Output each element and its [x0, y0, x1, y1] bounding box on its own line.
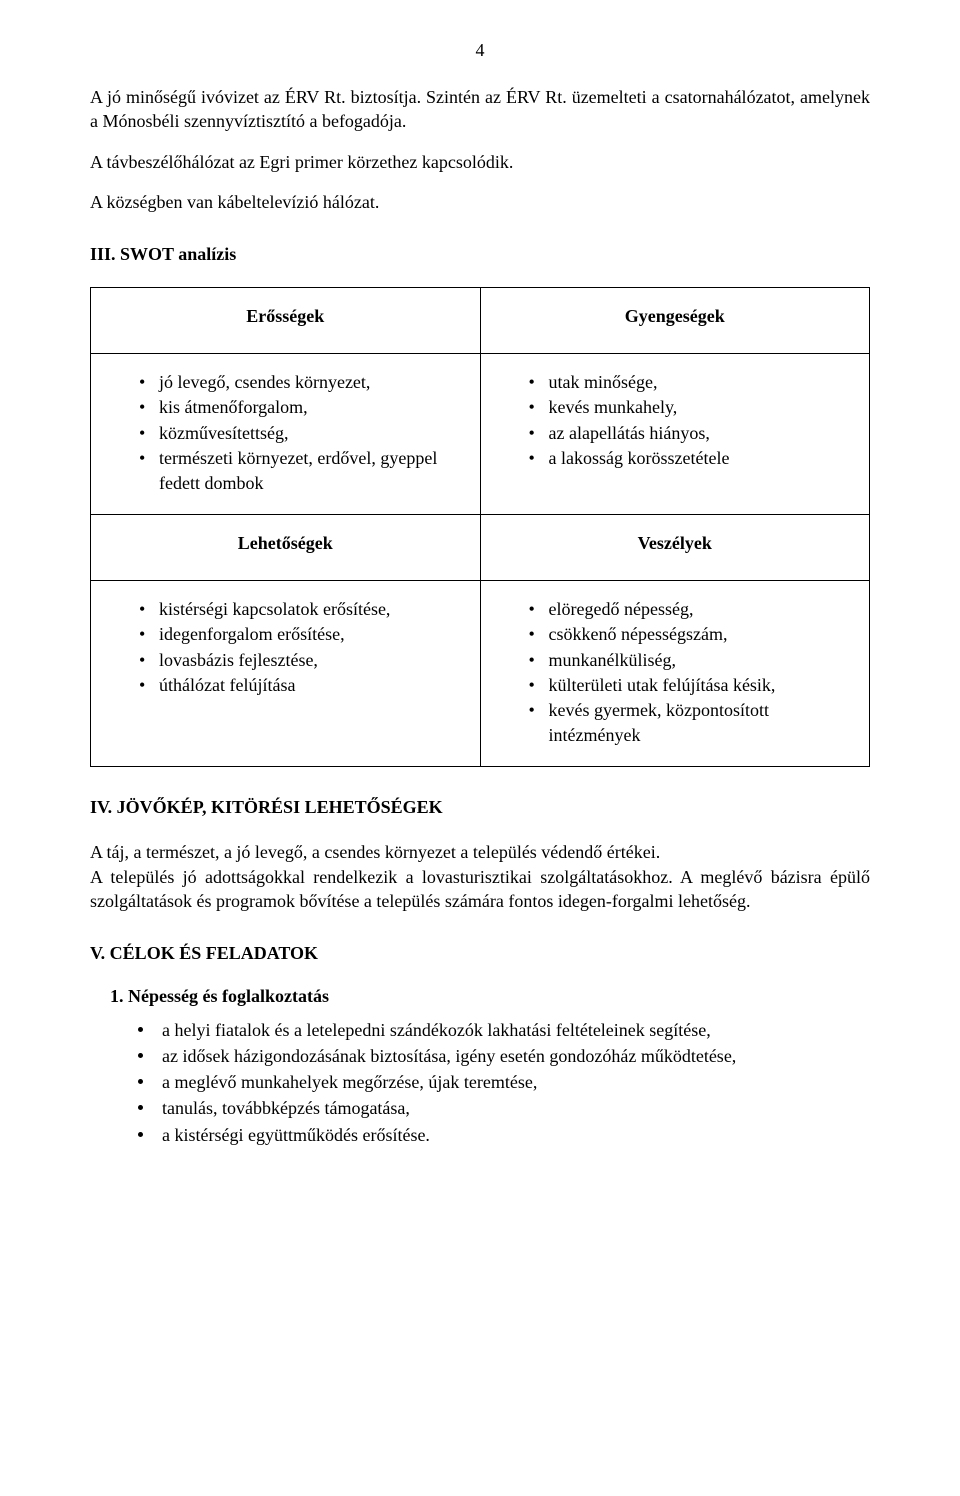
- list-item: tanulás, továbbképzés támogatása,: [138, 1095, 870, 1121]
- swot-table: Erősségek Gyengeségek jó levegő, csendes…: [90, 287, 870, 767]
- list-item: jó levegő, csendes környezet,: [139, 370, 466, 395]
- list-item: lovasbázis fejlesztése,: [139, 648, 466, 673]
- list-item: természeti környezet, erdővel, gyeppel f…: [139, 446, 466, 496]
- list-item: úthálózat felújítása: [139, 673, 466, 698]
- list-item: kistérségi kapcsolatok erősítése,: [139, 597, 466, 622]
- swot-header-weaknesses-cell: Gyengeségek: [480, 288, 870, 354]
- list-item: a helyi fiatalok és a letelepedni szándé…: [138, 1017, 870, 1043]
- list-item: külterületi utak felújítása késik,: [529, 673, 856, 698]
- table-row: jó levegő, csendes környezet, kis átmenő…: [91, 354, 870, 515]
- future-paragraph-1: A táj, a természet, a jó levegő, a csend…: [90, 840, 870, 864]
- list-item: kevés munkahely,: [529, 395, 856, 420]
- swot-strengths-cell: jó levegő, csendes környezet, kis átmenő…: [91, 354, 481, 515]
- future-paragraph-2: A település jó adottságokkal rendelkezik…: [90, 865, 870, 914]
- section-heading-swot: III. SWOT analízis: [90, 244, 870, 265]
- swot-weaknesses-list: utak minősége, kevés munkahely, az alape…: [495, 370, 856, 471]
- table-row: Lehetőségek Veszélyek: [91, 515, 870, 581]
- swot-header-opportunities: Lehetőségek: [105, 525, 466, 562]
- swot-header-weaknesses: Gyengeségek: [495, 298, 856, 335]
- swot-threats-cell: elöregedő népesség, csökkenő népességszá…: [480, 581, 870, 767]
- swot-opportunities-cell: kistérségi kapcsolatok erősítése, idegen…: [91, 581, 481, 767]
- swot-header-opportunities-cell: Lehetőségek: [91, 515, 481, 581]
- intro-paragraph-2: A távbeszélőhálózat az Egri primer körze…: [90, 150, 870, 174]
- swot-strengths-list: jó levegő, csendes környezet, kis átmenő…: [105, 370, 466, 496]
- swot-header-strengths: Erősségek: [105, 298, 466, 335]
- goals-sub1-list: a helyi fiatalok és a letelepedni szándé…: [90, 1017, 870, 1147]
- goals-sub1-title: 1. Népesség és foglalkoztatás: [110, 986, 870, 1007]
- list-item: az idősek házigondozásának biztosítása, …: [138, 1043, 870, 1069]
- list-item: kevés gyermek, központosított intézménye…: [529, 698, 856, 748]
- swot-header-threats: Veszélyek: [495, 525, 856, 562]
- list-item: utak minősége,: [529, 370, 856, 395]
- list-item: a lakosság korösszetétele: [529, 446, 856, 471]
- table-row: kistérségi kapcsolatok erősítése, idegen…: [91, 581, 870, 767]
- list-item: elöregedő népesség,: [529, 597, 856, 622]
- list-item: csökkenő népességszám,: [529, 622, 856, 647]
- list-item: a meglévő munkahelyek megőrzése, újak te…: [138, 1069, 870, 1095]
- intro-paragraph-3: A községben van kábeltelevízió hálózat.: [90, 190, 870, 214]
- swot-threats-list: elöregedő népesség, csökkenő népességszá…: [495, 597, 856, 748]
- intro-paragraph-1: A jó minőségű ivóvizet az ÉRV Rt. biztos…: [90, 85, 870, 134]
- list-item: idegenforgalom erősítése,: [139, 622, 466, 647]
- swot-header-strengths-cell: Erősségek: [91, 288, 481, 354]
- section-heading-future: IV. JÖVŐKÉP, KITÖRÉSI LEHETŐSÉGEK: [90, 797, 870, 818]
- list-item: munkanélküliség,: [529, 648, 856, 673]
- page: 4 A jó minőségű ivóvizet az ÉRV Rt. bizt…: [0, 0, 960, 1496]
- list-item: az alapellátás hiányos,: [529, 421, 856, 446]
- swot-opportunities-list: kistérségi kapcsolatok erősítése, idegen…: [105, 597, 466, 698]
- swot-weaknesses-cell: utak minősége, kevés munkahely, az alape…: [480, 354, 870, 515]
- list-item: a kistérségi együttműködés erősítése.: [138, 1122, 870, 1148]
- section-heading-goals: V. CÉLOK ÉS FELADATOK: [90, 943, 870, 964]
- page-number: 4: [90, 40, 870, 61]
- table-row: Erősségek Gyengeségek: [91, 288, 870, 354]
- list-item: kis átmenőforgalom,: [139, 395, 466, 420]
- list-item: közművesítettség,: [139, 421, 466, 446]
- swot-header-threats-cell: Veszélyek: [480, 515, 870, 581]
